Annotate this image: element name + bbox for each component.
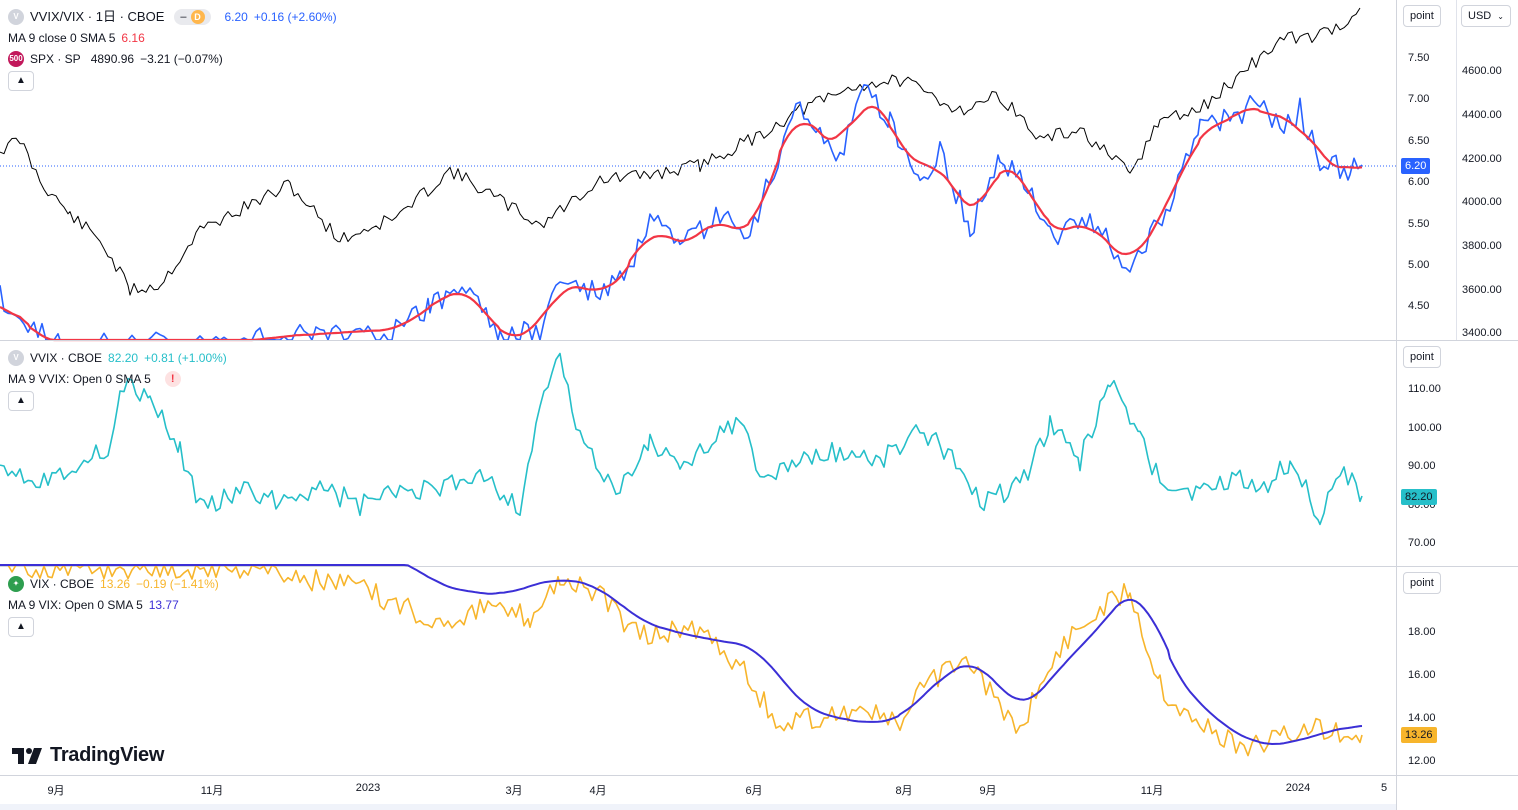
price-tick: 4000.00	[1462, 196, 1502, 208]
ratio-line[interactable]	[0, 84, 1363, 341]
symbol-icon: V	[8, 8, 24, 25]
price-tick: 4400.00	[1462, 109, 1502, 121]
symbol-title[interactable]: VVIX · CBOE	[30, 350, 103, 365]
collapse-legend-button[interactable]: ▲	[8, 616, 34, 637]
time-tick: 3月	[505, 785, 523, 797]
chevron-up-icon: ▲	[16, 74, 26, 86]
last-price: 82.20	[108, 350, 139, 365]
price-axis-border	[1456, 0, 1457, 340]
vvix-legend: V VVIX · CBOE 82.20 +0.81 (+1.00%) MA 9 …	[8, 347, 233, 411]
price-tick: 4200.00	[1462, 153, 1502, 165]
price-tick: 16.00	[1408, 669, 1436, 681]
price-change: −0.19 (−1.41%)	[136, 576, 219, 591]
tradingview-logo[interactable]: TradingView	[12, 744, 164, 767]
pane-separator	[0, 775, 1518, 776]
vix-price-label: 13.26	[1401, 727, 1437, 743]
vvix-pane[interactable]: V VVIX · CBOE 82.20 +0.81 (+1.00%) MA 9 …	[0, 341, 1396, 566]
time-axis-strip	[0, 804, 1396, 810]
chevron-up-icon: ▲	[16, 394, 26, 406]
price-tick: 6.00	[1408, 176, 1430, 188]
scale-unit-button[interactable]: point	[1403, 572, 1441, 594]
time-tick: 2024	[1285, 782, 1311, 794]
scale-unit-button[interactable]: point	[1403, 346, 1441, 368]
vix-ma-line[interactable]	[0, 564, 1363, 745]
symbol-icon: V	[8, 349, 24, 366]
price-tick: 5.50	[1408, 218, 1430, 230]
last-price: 13.26	[100, 576, 131, 591]
ratio-pane[interactable]: V VVIX/VIX · 1日 · CBOE – D 6.20 +0.16 (+2…	[0, 0, 1396, 342]
data-status-badge[interactable]: – D	[174, 8, 211, 25]
price-tick: 7.50	[1408, 52, 1430, 64]
price-tick: 3800.00	[1462, 240, 1502, 252]
ma-indicator-value: 13.77	[148, 597, 179, 612]
chevron-up-icon: ▲	[16, 620, 26, 632]
price-tick: 7.00	[1408, 93, 1430, 105]
tradingview-wordmark: TradingView	[50, 744, 165, 766]
time-tick: 9月	[47, 785, 65, 797]
collapse-legend-button[interactable]: ▲	[8, 70, 34, 91]
pane-separator[interactable]	[0, 340, 1518, 341]
symbol-title[interactable]: VIX · CBOE	[30, 576, 95, 591]
price-tick: 100.00	[1408, 422, 1442, 434]
price-tick: 4600.00	[1462, 65, 1502, 77]
price-tick: 70.00	[1408, 537, 1436, 549]
ma-indicator-value: 6.16	[121, 30, 145, 45]
price-tick: 14.00	[1408, 712, 1436, 724]
time-tick: 9月	[979, 785, 997, 797]
time-tick: 11月	[1140, 785, 1164, 797]
compare-symbol-title[interactable]: SPX · SP	[30, 51, 81, 66]
tradingview-logo-icon	[12, 747, 42, 764]
time-tick: 6月	[745, 785, 763, 797]
ma-indicator-label[interactable]: MA 9 VIX: Open 0 SMA 5	[8, 597, 143, 612]
last-price: 6.20	[224, 9, 248, 24]
ratio-ma-line[interactable]	[0, 105, 1363, 342]
ma-indicator-label[interactable]: MA 9 close 0 SMA 5	[8, 30, 116, 45]
compare-value: 4890.96	[90, 51, 135, 66]
warning-icon[interactable]: !	[164, 370, 181, 387]
vix-pane[interactable]: ✦ VIX · CBOE 13.26 −0.19 (−1.41%) MA 9 V…	[0, 564, 1396, 775]
symbol-title[interactable]: VVIX/VIX · 1日 · CBOE	[30, 8, 165, 24]
chevron-down-icon: ⌄	[1497, 11, 1504, 21]
time-tick: 5	[1380, 782, 1388, 794]
price-tick: 3600.00	[1462, 284, 1502, 296]
time-tick: 4月	[589, 785, 607, 797]
price-change: +0.16 (+2.60%)	[253, 9, 337, 24]
price-tick: 6.50	[1408, 135, 1430, 147]
vvix-price-label: 82.20	[1401, 489, 1437, 505]
collapse-legend-button[interactable]: ▲	[8, 390, 34, 411]
ma-indicator-label[interactable]: MA 9 VVIX: Open 0 SMA 5	[8, 371, 151, 386]
price-tick: 90.00	[1408, 460, 1436, 472]
pane-separator[interactable]	[0, 566, 1518, 567]
price-tick: 18.00	[1408, 626, 1436, 638]
scale-unit-button[interactable]: point	[1403, 5, 1441, 27]
vix-icon: ✦	[8, 575, 24, 592]
time-tick: 11月	[200, 785, 224, 797]
price-tick: 12.00	[1408, 755, 1436, 767]
vix-chart[interactable]	[0, 564, 1396, 775]
price-tick: 5.00	[1408, 259, 1430, 271]
spx-line[interactable]	[0, 7, 1361, 296]
spx-icon: 500	[8, 50, 24, 67]
compare-change: −3.21 (−0.07%)	[140, 51, 223, 66]
vix-legend: ✦ VIX · CBOE 13.26 −0.19 (−1.41%) MA 9 V…	[8, 573, 225, 637]
currency-select[interactable]: USD ⌄	[1461, 5, 1511, 27]
price-tick: 110.00	[1408, 383, 1441, 395]
time-tick: 8月	[895, 785, 913, 797]
currency-label: USD	[1468, 10, 1492, 22]
price-tick: 3400.00	[1462, 327, 1502, 339]
vvix-chart[interactable]	[0, 341, 1396, 566]
ratio-price-label: 6.20	[1401, 158, 1431, 174]
vix-line[interactable]	[0, 564, 1363, 757]
price-change: +0.81 (+1.00%)	[144, 350, 227, 365]
price-axis-border	[1396, 0, 1397, 810]
ratio-legend: V VVIX/VIX · 1日 · CBOE – D 6.20 +0.16 (+2…	[8, 6, 343, 91]
price-tick: 4.50	[1408, 300, 1430, 312]
time-tick: 2023	[355, 782, 381, 794]
time-axis[interactable]: 9月 11月 2023 3月 4月 6月 8月 9月 11月 2024 5	[0, 776, 1396, 810]
vvix-line[interactable]	[0, 352, 1363, 526]
